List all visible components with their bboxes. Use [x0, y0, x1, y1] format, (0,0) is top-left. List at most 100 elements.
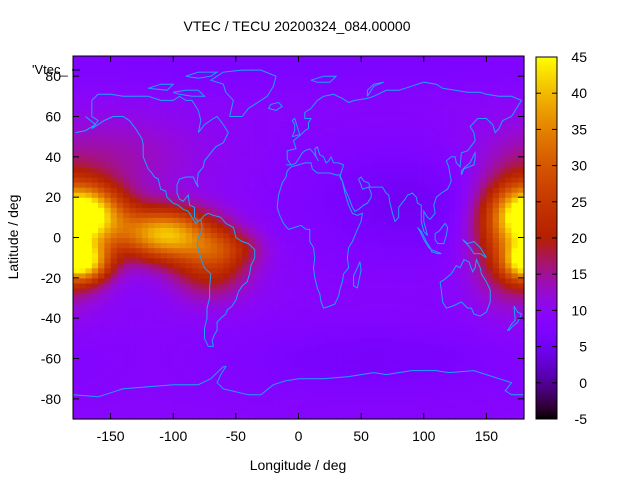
heatmap-cell	[505, 151, 513, 158]
heatmap-cell	[404, 298, 412, 304]
heatmap-cell	[248, 76, 256, 82]
heatmap-cell	[317, 252, 325, 259]
heatmap-cell	[448, 232, 456, 239]
heatmap-cell	[141, 171, 149, 178]
heatmap-cell	[292, 222, 300, 229]
heatmap-cell	[79, 242, 87, 249]
heatmap-cell	[455, 131, 462, 138]
heatmap-cell	[254, 81, 262, 87]
heatmap-cell	[192, 161, 199, 168]
heatmap-cell	[141, 101, 149, 108]
heatmap-cell	[348, 408, 356, 415]
heatmap-cell	[411, 383, 419, 390]
heatmap-cell	[248, 388, 256, 395]
heatmap-cell	[436, 343, 444, 350]
heatmap-cell	[85, 81, 93, 87]
heatmap-cell	[342, 182, 350, 188]
heatmap-cell	[336, 338, 343, 344]
heatmap-cell	[141, 106, 149, 113]
heatmap-cell	[348, 252, 356, 259]
heatmap-cell	[104, 328, 112, 334]
heatmap-cell	[455, 166, 462, 173]
heatmap-cell	[148, 323, 156, 329]
heatmap-cell	[517, 192, 525, 198]
heatmap-cell	[361, 373, 368, 380]
heatmap-cell	[104, 272, 112, 279]
heatmap-cell	[498, 212, 506, 218]
heatmap-cell	[442, 166, 450, 173]
heatmap-cell	[185, 151, 193, 158]
heatmap-cell	[492, 247, 500, 254]
heatmap-cell	[223, 212, 231, 218]
heatmap-cell	[116, 66, 124, 72]
heatmap-cell	[98, 101, 105, 108]
heatmap-cell	[467, 207, 475, 213]
heatmap-cell	[223, 222, 231, 229]
heatmap-cell	[254, 232, 262, 239]
heatmap-cell	[242, 257, 249, 264]
heatmap-cell	[104, 368, 112, 375]
heatmap-cell	[404, 282, 412, 289]
heatmap-cell	[273, 156, 281, 163]
heatmap-cell	[279, 71, 287, 77]
heatmap-cell	[141, 247, 149, 254]
heatmap-cell	[442, 257, 450, 264]
heatmap-cell	[480, 111, 488, 118]
heatmap-cell	[260, 76, 268, 82]
heatmap-cell	[354, 373, 362, 380]
heatmap-cell	[179, 378, 187, 385]
heatmap-cell	[242, 287, 249, 294]
heatmap-cell	[517, 91, 525, 97]
heatmap-cell	[511, 76, 519, 82]
heatmap-cell	[379, 413, 387, 420]
heatmap-cell	[166, 111, 174, 118]
heatmap-cell	[285, 323, 293, 329]
heatmap-cell	[73, 111, 80, 118]
heatmap-cell	[248, 207, 256, 213]
heatmap-cell	[254, 353, 262, 360]
heatmap-cell	[110, 393, 118, 400]
heatmap-cell	[254, 121, 262, 128]
heatmap-cell	[267, 303, 275, 309]
heatmap-cell	[442, 358, 450, 365]
heatmap-cell	[423, 121, 431, 128]
heatmap-cell	[198, 298, 206, 304]
heatmap-cell	[448, 141, 456, 148]
heatmap-cell	[79, 308, 87, 314]
heatmap-cell	[104, 66, 112, 72]
heatmap-cell	[242, 282, 249, 289]
heatmap-cell	[242, 413, 249, 420]
heatmap-cell	[492, 277, 500, 284]
heatmap-cell	[273, 232, 281, 239]
heatmap-cell	[273, 106, 281, 113]
heatmap-cell	[417, 282, 425, 289]
heatmap-cell	[192, 298, 199, 304]
heatmap-cell	[430, 313, 437, 319]
heatmap-cell	[210, 156, 218, 163]
heatmap-cell	[292, 166, 300, 173]
heatmap-cell	[398, 383, 406, 390]
heatmap-cell	[317, 232, 325, 239]
heatmap-cell	[423, 76, 431, 82]
heatmap-cell	[404, 272, 412, 279]
heatmap-cell	[160, 202, 168, 208]
heatmap-cell	[73, 156, 80, 163]
heatmap-cell	[79, 403, 87, 410]
heatmap-cell	[486, 182, 494, 188]
heatmap-cell	[204, 66, 212, 72]
heatmap-cell	[135, 383, 143, 390]
heatmap-cell	[123, 96, 130, 102]
heatmap-cell	[179, 146, 187, 153]
heatmap-cell	[423, 192, 431, 198]
heatmap-cell	[116, 237, 124, 244]
heatmap-cell	[79, 388, 87, 395]
heatmap-cell	[73, 106, 80, 113]
heatmap-cell	[386, 71, 394, 77]
heatmap-cell	[461, 187, 469, 193]
heatmap-cell	[329, 388, 337, 395]
heatmap-cell	[480, 368, 488, 375]
heatmap-cell	[467, 247, 475, 254]
heatmap-cell	[198, 348, 206, 355]
heatmap-cell	[430, 328, 437, 334]
heatmap-cell	[79, 151, 87, 158]
